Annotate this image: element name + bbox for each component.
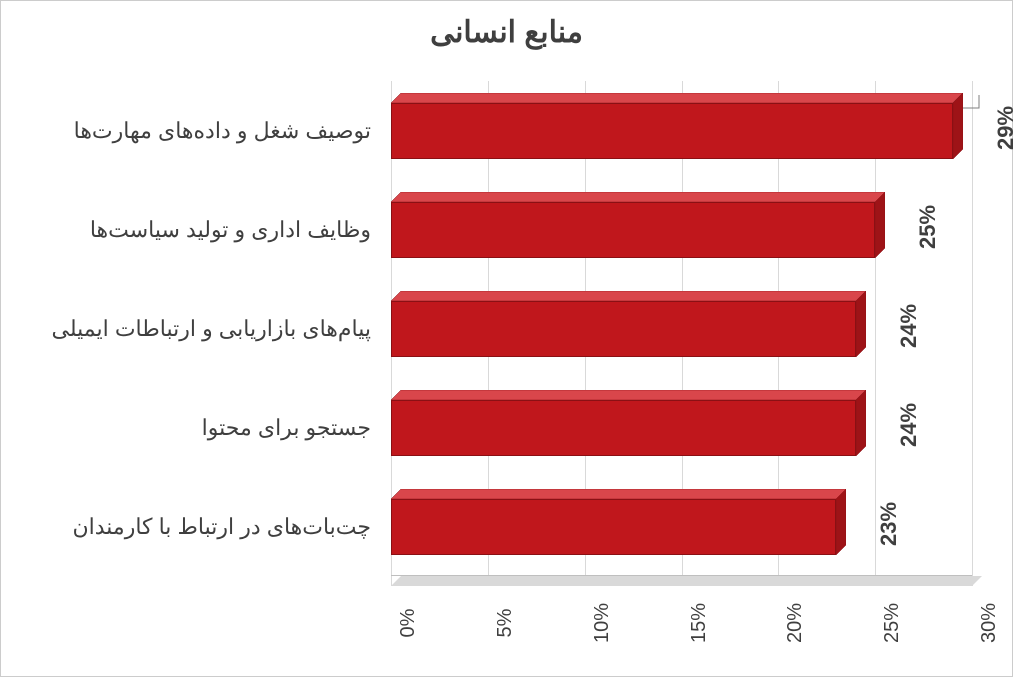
bar-top-face	[391, 93, 963, 103]
y-axis-label: توصیف شغل و داده‌های مهارت‌ها	[74, 118, 371, 144]
x-axis-label: 10%	[591, 603, 614, 643]
x-axis-label: 25%	[881, 603, 904, 643]
bar-front-face	[391, 103, 953, 159]
y-axis-label: وظایف اداری و تولید سیاست‌ها	[90, 217, 371, 243]
data-label: 24%	[896, 304, 922, 348]
bar-side-face	[856, 390, 866, 456]
y-axis-label: چت‌بات‌های در ارتباط با کارمندان	[72, 514, 371, 540]
bar-top-face	[391, 291, 866, 301]
y-axis-label: جستجو برای محتوا	[202, 415, 371, 441]
data-label: 23%	[876, 502, 902, 546]
data-label: 24%	[896, 403, 922, 447]
x-axis-label: 15%	[688, 603, 711, 643]
bars-layer: 29%25%24%24%23%	[391, 81, 972, 576]
bar-front-face	[391, 499, 836, 555]
bar-top-face	[391, 390, 866, 400]
x-axis-label: 20%	[784, 603, 807, 643]
data-label: 25%	[915, 205, 941, 249]
chart-floor	[391, 576, 982, 586]
bar-side-face	[856, 291, 866, 357]
x-axis-label: 30%	[978, 603, 1001, 643]
bar-front-face	[391, 400, 856, 456]
bar-front-face	[391, 202, 875, 258]
x-axis-label: 5%	[494, 609, 517, 638]
bar-side-face	[836, 489, 846, 555]
chart-title: منابع انسانی	[1, 15, 1012, 50]
bar-front-face	[391, 301, 856, 357]
leader-line	[961, 93, 1001, 149]
plot-area: 29%25%24%24%23% توصیف شغل و داده‌های مها…	[391, 81, 972, 576]
x-axis-label: 0%	[397, 609, 420, 638]
bar-top-face	[391, 192, 885, 202]
bar-top-face	[391, 489, 846, 499]
chart-container: منابع انسانی 29%25%24%24%23% توصیف شغل و…	[0, 0, 1013, 677]
grid-line	[972, 81, 973, 586]
bar-side-face	[875, 192, 885, 258]
y-axis-label: پیام‌های بازاریابی و ارتباطات ایمیلی	[52, 316, 372, 342]
